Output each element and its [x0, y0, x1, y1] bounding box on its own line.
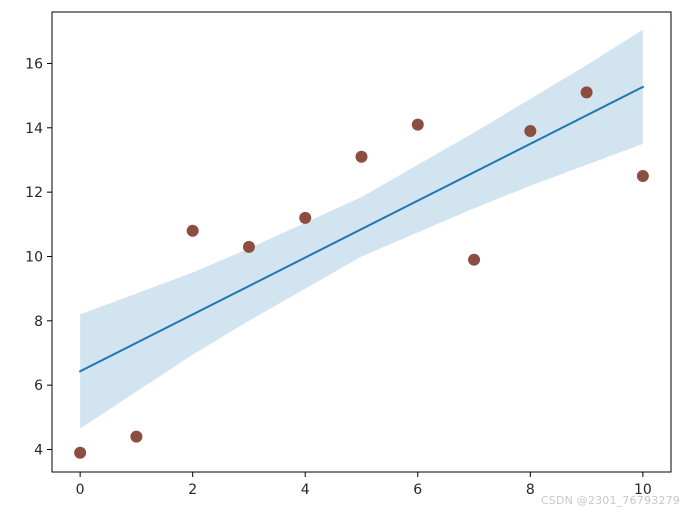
y-tick-label-10: 10 [25, 249, 43, 265]
scatter-point-1 [130, 430, 143, 443]
scatter-point-4 [299, 211, 312, 224]
plot-content [74, 29, 649, 459]
axes-frame [51, 11, 672, 473]
axes: 0 2 4 6 8 10 4 6 8 10 12 14 16 [25, 11, 672, 498]
scatter-point-2 [186, 224, 199, 237]
y-tick-label-16: 16 [25, 56, 43, 72]
y-tick-label-6: 6 [34, 378, 43, 394]
regression-line [78, 85, 645, 373]
x-tick-label-6: 6 [413, 482, 422, 498]
scatter-point-6 [411, 118, 424, 131]
scatter-point-10 [636, 170, 649, 183]
scatter-point-8 [524, 125, 537, 138]
scatter-point-7 [468, 253, 481, 266]
x-tick-label-4: 4 [301, 482, 310, 498]
y-tick-label-12: 12 [25, 185, 43, 201]
plot-area [74, 29, 649, 459]
scatter-point-9 [580, 86, 593, 99]
scatter-point-5 [355, 150, 368, 163]
x-tick-label-0: 0 [76, 482, 85, 498]
scatter-point-0 [74, 446, 87, 459]
y-tick-label-4: 4 [34, 442, 43, 458]
y-tick-label-14: 14 [25, 121, 43, 137]
watermark: CSDN @2301_76793279 [540, 494, 680, 507]
scatter-point-3 [242, 240, 255, 253]
x-tick-label-2: 2 [188, 482, 197, 498]
y-tick-label-8: 8 [34, 314, 43, 330]
x-tick-label-10: 10 [634, 482, 652, 498]
x-tick-label-8: 8 [526, 482, 535, 498]
